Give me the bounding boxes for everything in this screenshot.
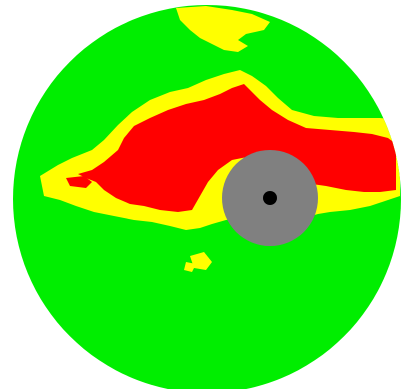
yellow-fleck xyxy=(184,262,196,272)
red-fragment xyxy=(262,124,286,134)
center-dot xyxy=(263,191,277,205)
red-region xyxy=(78,84,396,212)
yellow-fleck xyxy=(190,252,212,270)
yellow-top-plume xyxy=(176,6,270,52)
red-fragment xyxy=(66,176,92,188)
